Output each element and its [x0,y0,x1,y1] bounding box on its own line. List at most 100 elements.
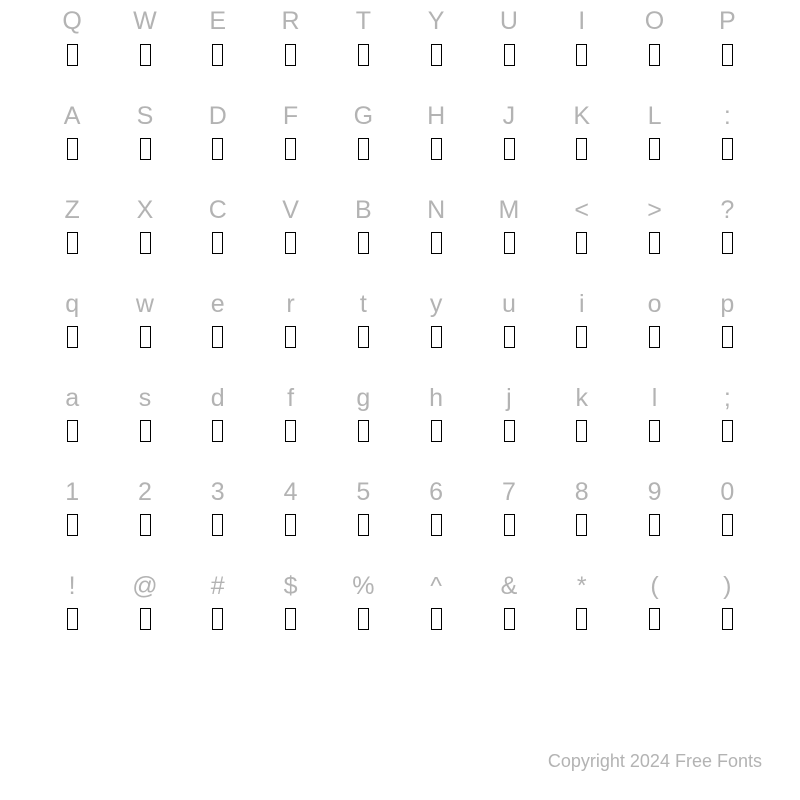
char-label: 3 [182,478,255,507]
missing-glyph-icon [67,44,78,66]
missing-glyph-icon [358,232,369,254]
char-label: E [182,7,255,36]
glyph-cell [327,420,400,442]
glyph-cell [254,326,327,348]
glyph-cell [473,514,546,536]
glyph-cell [400,608,473,630]
glyph-cell [254,138,327,160]
glyph-row [36,510,764,554]
char-label: 2 [109,478,182,507]
glyph-cell [327,232,400,254]
glyph-cell [182,44,255,66]
missing-glyph-icon [358,44,369,66]
char-label: * [546,572,619,601]
missing-glyph-icon [285,420,296,442]
missing-glyph-icon [504,232,515,254]
glyph-row [36,416,764,460]
char-label: ^ [400,572,473,601]
missing-glyph-icon [212,232,223,254]
missing-glyph-icon [67,420,78,442]
char-label: o [618,290,691,319]
glyph-cell [618,514,691,536]
missing-glyph-icon [576,608,587,630]
char-label: ! [36,572,109,601]
missing-glyph-icon [649,608,660,630]
char-label: i [546,290,619,319]
missing-glyph-icon [140,514,151,536]
missing-glyph-icon [431,420,442,442]
char-label: 8 [546,478,619,507]
glyph-cell [691,514,764,536]
char-label: w [109,290,182,319]
glyph-cell [400,44,473,66]
glyph-cell [691,138,764,160]
char-label: X [109,196,182,225]
glyph-cell [400,514,473,536]
char-label: r [254,290,327,319]
missing-glyph-icon [67,138,78,160]
copyright-text: Copyright 2024 Free Fonts [548,751,762,772]
glyph-cell [473,44,546,66]
missing-glyph-icon [722,232,733,254]
char-label: k [546,384,619,413]
char-label: : [691,102,764,131]
missing-glyph-icon [67,608,78,630]
char-label: @ [109,572,182,601]
missing-glyph-icon [504,514,515,536]
glyph-cell [327,514,400,536]
missing-glyph-icon [67,514,78,536]
missing-glyph-icon [722,44,733,66]
char-label: d [182,384,255,413]
char-label: > [618,196,691,225]
glyph-cell [618,138,691,160]
char-label: u [473,290,546,319]
glyph-cell [182,420,255,442]
glyph-cell [327,44,400,66]
char-label: < [546,196,619,225]
char-label: N [400,196,473,225]
char-label: 1 [36,478,109,507]
glyph-cell [546,232,619,254]
missing-glyph-icon [649,138,660,160]
glyph-cell [36,608,109,630]
missing-glyph-icon [212,138,223,160]
missing-glyph-icon [140,232,151,254]
glyph-cell [400,326,473,348]
glyph-cell [618,420,691,442]
char-label: h [400,384,473,413]
char-label: Q [36,7,109,36]
missing-glyph-icon [576,232,587,254]
char-label: 9 [618,478,691,507]
missing-glyph-icon [504,420,515,442]
missing-glyph-icon [722,608,733,630]
missing-glyph-icon [212,420,223,442]
glyph-cell [109,44,182,66]
missing-glyph-icon [576,44,587,66]
char-label: f [254,384,327,413]
glyph-cell [36,514,109,536]
glyph-row [36,604,764,648]
glyph-cell [691,44,764,66]
missing-glyph-icon [649,326,660,348]
glyph-cell [36,44,109,66]
char-label: s [109,384,182,413]
glyph-cell [400,232,473,254]
label-row: Q W E R T Y U I O P [36,0,764,40]
char-label: P [691,7,764,36]
char-label: ) [691,572,764,601]
char-label: O [618,7,691,36]
glyph-cell [546,514,619,536]
label-row: 1 2 3 4 5 6 7 8 9 0 [36,460,764,510]
label-row: q w e r t y u i o p [36,272,764,322]
missing-glyph-icon [722,514,733,536]
char-label: M [473,196,546,225]
missing-glyph-icon [67,232,78,254]
missing-glyph-icon [722,326,733,348]
char-label: y [400,290,473,319]
character-map-grid: Q W E R T Y U I O P A S D F G H J K L : [0,0,800,648]
char-label: H [400,102,473,131]
char-label: 6 [400,478,473,507]
glyph-cell [618,608,691,630]
char-label: a [36,384,109,413]
glyph-cell [254,608,327,630]
